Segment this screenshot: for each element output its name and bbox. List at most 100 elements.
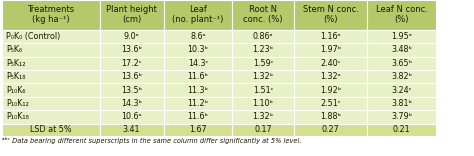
Text: 11.2ᵇ: 11.2ᵇ <box>187 99 209 108</box>
Text: 9.0ᵃ: 9.0ᵃ <box>124 32 139 41</box>
Text: 11.6ᵇ: 11.6ᵇ <box>187 112 209 122</box>
Bar <box>2 0 100 30</box>
Text: 10.6ᵃ: 10.6ᵃ <box>121 112 142 122</box>
Bar <box>232 83 294 97</box>
Text: Stem N conc.
(%): Stem N conc. (%) <box>303 5 358 24</box>
Text: P₅K₁₂: P₅K₁₂ <box>6 59 26 68</box>
Bar <box>294 110 367 124</box>
Bar <box>294 70 367 83</box>
Text: 1.10ᵇ: 1.10ᵇ <box>253 99 273 108</box>
Bar <box>164 0 232 30</box>
Bar <box>294 0 367 30</box>
Text: P₅K₆: P₅K₆ <box>6 45 22 54</box>
Bar <box>294 30 367 43</box>
Text: 3.41: 3.41 <box>123 125 140 134</box>
Bar <box>100 0 164 30</box>
Bar <box>232 124 294 136</box>
Text: 13.5ᵇ: 13.5ᵇ <box>121 86 142 95</box>
Bar <box>367 124 436 136</box>
Text: Plant height
(cm): Plant height (cm) <box>106 5 157 24</box>
Text: 11.3ᵇ: 11.3ᵇ <box>187 86 209 95</box>
Bar <box>367 110 436 124</box>
Text: 14.3ᵇ: 14.3ᵇ <box>121 99 142 108</box>
Bar <box>367 43 436 57</box>
Bar <box>100 43 164 57</box>
Text: Treatments
(kg ha⁻¹): Treatments (kg ha⁻¹) <box>27 5 74 24</box>
Text: 2.51ᶜ: 2.51ᶜ <box>320 99 341 108</box>
Text: 0.17: 0.17 <box>254 125 272 134</box>
Text: P₁₀K₁₂: P₁₀K₁₂ <box>6 99 29 108</box>
Bar <box>164 43 232 57</box>
Bar <box>367 0 436 30</box>
Text: 17.2ᶜ: 17.2ᶜ <box>121 59 142 68</box>
Bar <box>100 70 164 83</box>
Text: 1.32ᵇ: 1.32ᵇ <box>253 72 273 81</box>
Bar <box>367 97 436 110</box>
Text: 0.27: 0.27 <box>322 125 339 134</box>
Bar <box>294 43 367 57</box>
Text: 14.3ᶜ: 14.3ᶜ <box>188 59 208 68</box>
Text: P₅K₁₈: P₅K₁₈ <box>6 72 26 81</box>
Bar <box>232 43 294 57</box>
Text: P₁₀K₆: P₁₀K₆ <box>6 86 26 95</box>
Text: 1.51ᶜ: 1.51ᶜ <box>253 86 273 95</box>
Bar <box>232 30 294 43</box>
Text: 1.67: 1.67 <box>189 125 207 134</box>
Text: 13.6ᵇ: 13.6ᵇ <box>121 72 142 81</box>
Text: Leaf
(no. plant⁻¹): Leaf (no. plant⁻¹) <box>172 5 224 24</box>
Text: 1.97ᵇ: 1.97ᵇ <box>320 45 341 54</box>
Text: 3.65ᵇ: 3.65ᵇ <box>391 59 412 68</box>
Text: 1.59ᶜ: 1.59ᶜ <box>253 59 273 68</box>
Text: 1.32ᵃ: 1.32ᵃ <box>320 72 341 81</box>
Bar <box>2 124 100 136</box>
Bar <box>232 70 294 83</box>
Text: 0.21: 0.21 <box>393 125 410 134</box>
Text: 1.95ᵃ: 1.95ᵃ <box>391 32 412 41</box>
Bar <box>232 0 294 30</box>
Text: 1.92ᵇ: 1.92ᵇ <box>320 86 341 95</box>
Text: Root N
conc. (%): Root N conc. (%) <box>243 5 283 24</box>
Text: ᵃᵇᶜ Data bearing different superscripts in the same column differ significantly : ᵃᵇᶜ Data bearing different superscripts … <box>2 137 302 144</box>
Text: 2.40ᶜ: 2.40ᶜ <box>320 59 341 68</box>
Bar <box>232 97 294 110</box>
Bar <box>367 70 436 83</box>
Bar <box>164 124 232 136</box>
Bar <box>2 57 100 70</box>
Text: 13.6ᵇ: 13.6ᵇ <box>121 45 142 54</box>
Bar <box>100 110 164 124</box>
Bar <box>2 70 100 83</box>
Text: 3.24ᶜ: 3.24ᶜ <box>392 86 412 95</box>
Bar <box>294 97 367 110</box>
Bar <box>164 110 232 124</box>
Text: P₀K₀ (Control): P₀K₀ (Control) <box>6 32 60 41</box>
Text: 1.16ᵃ: 1.16ᵃ <box>320 32 341 41</box>
Text: 10.3ᵇ: 10.3ᵇ <box>187 45 209 54</box>
Bar <box>100 30 164 43</box>
Text: LSD at 5%: LSD at 5% <box>30 125 72 134</box>
Bar <box>367 57 436 70</box>
Text: 3.82ᵇ: 3.82ᵇ <box>391 72 412 81</box>
Bar <box>232 57 294 70</box>
Bar <box>100 124 164 136</box>
Bar <box>2 83 100 97</box>
Bar <box>232 110 294 124</box>
Bar <box>294 124 367 136</box>
Bar <box>367 83 436 97</box>
Bar <box>164 30 232 43</box>
Text: 3.81ᵇ: 3.81ᵇ <box>391 99 412 108</box>
Bar <box>100 97 164 110</box>
Text: P₁₀K₁₈: P₁₀K₁₈ <box>6 112 29 122</box>
Text: 1.32ᵇ: 1.32ᵇ <box>253 112 273 122</box>
Text: 1.88ᵇ: 1.88ᵇ <box>320 112 341 122</box>
Bar <box>164 70 232 83</box>
Bar <box>164 83 232 97</box>
Text: 3.48ᵇ: 3.48ᵇ <box>391 45 412 54</box>
Bar <box>294 83 367 97</box>
Bar <box>2 43 100 57</box>
Bar <box>2 30 100 43</box>
Text: Leaf N conc.
(%): Leaf N conc. (%) <box>376 5 428 24</box>
Bar <box>2 97 100 110</box>
Bar <box>100 83 164 97</box>
Bar <box>164 97 232 110</box>
Text: 3.79ᵇ: 3.79ᵇ <box>391 112 412 122</box>
